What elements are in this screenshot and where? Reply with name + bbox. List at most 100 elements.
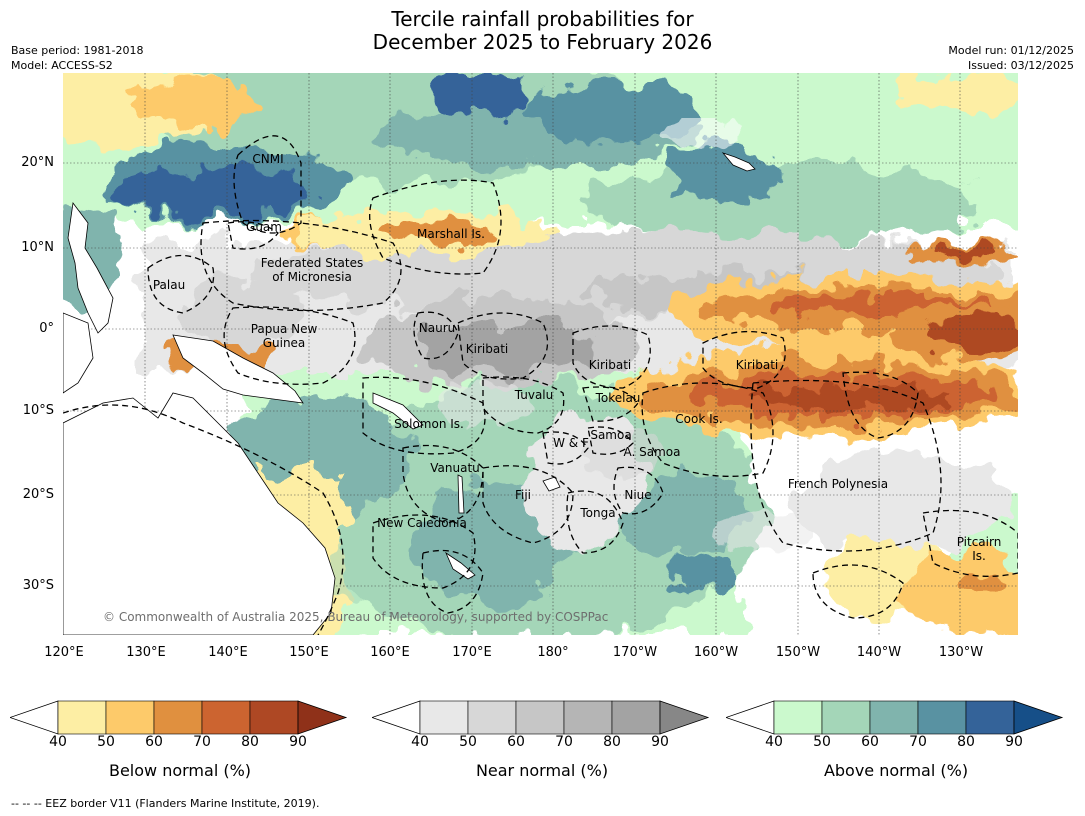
map-panel: © Commonwealth of Australia 2025, Bureau… xyxy=(63,73,1018,635)
colorbar-swatch xyxy=(467,700,517,735)
region-label-tonga: Tonga xyxy=(580,506,616,520)
lat-label-30s: 30°S xyxy=(22,578,54,593)
region-label-kiribati-central: Kiribati xyxy=(588,358,632,372)
colorbar-near-normal: 40 50 60 70 80 90 Near normal (%) xyxy=(372,700,712,800)
new-caledonia-land xyxy=(445,551,476,580)
colorbar-tick-label: 60 xyxy=(861,734,879,750)
eez-nz-north xyxy=(421,549,484,614)
lon-label-160e: 160°E xyxy=(370,645,410,660)
region-label-marshall: Marshall Is. xyxy=(417,227,485,241)
colorbar-above-swatches xyxy=(726,700,1064,735)
colorbar-under-triangle xyxy=(726,700,775,735)
region-label-niue: Niue xyxy=(624,488,652,502)
model-text: Model: ACCESS-S2 xyxy=(11,59,113,72)
region-label-solomon: Solomon Is. xyxy=(394,417,464,431)
colorbar-tick-label: 90 xyxy=(1005,734,1023,750)
vanuatu-land xyxy=(457,474,465,514)
colorbar-tick-label: 70 xyxy=(555,734,573,750)
region-label-palau: Palau xyxy=(152,278,186,292)
eez-vanuatu xyxy=(402,444,484,524)
region-label-american-samoa: A. Samoa xyxy=(623,445,681,459)
region-label-wallis-futuna: W & F xyxy=(553,436,589,450)
eez-kiribati-w xyxy=(457,312,549,380)
colorbar-swatch xyxy=(515,700,565,735)
philippines-land xyxy=(67,201,114,334)
lon-label-130e: 130°E xyxy=(126,645,166,660)
region-label-pitcairn-line2: Is. xyxy=(972,549,986,563)
lat-label-10s: 10°S xyxy=(22,403,54,418)
colorbar-below-ticks: 40 50 60 70 80 90 xyxy=(10,734,350,752)
region-label-new-caledonia: New Caledonia xyxy=(377,516,467,530)
meta-left: Base period: 1981-2018 Model: ACCESS-S2 xyxy=(11,43,143,73)
eez-footnote: -- -- -- EEZ border V11 (Flanders Marine… xyxy=(11,797,320,810)
lon-label-180: 180° xyxy=(537,645,569,660)
hawaii-land xyxy=(721,152,756,172)
lon-label-160w: 160°W xyxy=(693,645,739,660)
colorbar-swatch xyxy=(869,700,919,735)
lat-label-0: 0° xyxy=(39,321,54,336)
colorbar-tick-label: 80 xyxy=(603,734,621,750)
eez-fp-east xyxy=(842,371,919,439)
base-period-text: Base period: 1981-2018 xyxy=(11,44,144,57)
eez-fp xyxy=(750,379,942,552)
copyright-text: © Commonwealth of Australia 2025, Bureau… xyxy=(103,610,608,624)
colorbar-swatch xyxy=(249,700,299,735)
colorbar-above-ticks: 40 50 60 70 80 90 xyxy=(726,734,1066,752)
colorbar-tick-label: 70 xyxy=(193,734,211,750)
region-label-kiribati-east: Kiribati xyxy=(735,358,779,372)
region-label-guam: Guam xyxy=(246,220,282,234)
eez-pitcairn xyxy=(922,509,1018,577)
fiji-land xyxy=(542,476,561,492)
colorbar-swatch xyxy=(105,700,155,735)
colorbar-tick-label: 90 xyxy=(651,734,669,750)
colorbar-tick-label: 70 xyxy=(909,734,927,750)
colorbar-tick-label: 40 xyxy=(49,734,67,750)
lon-label-150e: 150°E xyxy=(289,645,329,660)
region-label-pitcairn-line1: Pitcairn xyxy=(956,535,1002,549)
eez-pacific-sw xyxy=(812,564,904,619)
borneo-land xyxy=(63,312,94,394)
colorbar-over-triangle xyxy=(659,700,710,735)
eez-solomon xyxy=(362,376,486,455)
colorbar-under-triangle xyxy=(10,700,59,735)
colorbar-over-triangle xyxy=(1013,700,1064,735)
colorbar-tick-label: 50 xyxy=(97,734,115,750)
eez-nauru xyxy=(413,311,459,360)
colorbar-swatch xyxy=(611,700,661,735)
colorbar-tick-label: 40 xyxy=(411,734,429,750)
region-label-kiribati-west: Kiribati xyxy=(465,342,509,356)
model-run-text: Model run: 01/12/2025 xyxy=(948,44,1074,57)
colorbar-above-title: Above normal (%) xyxy=(823,761,969,780)
new-guinea-land xyxy=(172,334,304,404)
region-label-cnmi: CNMI xyxy=(252,152,284,166)
eez-marshall xyxy=(369,179,502,275)
colorbar-tick-label: 90 xyxy=(289,734,307,750)
eez-cook xyxy=(641,382,774,477)
eez-fsm xyxy=(200,219,402,312)
eez-samoa xyxy=(587,426,634,455)
eez-tonga xyxy=(566,490,624,554)
lon-label-150w: 150°W xyxy=(775,645,821,660)
eez-new-caledonia xyxy=(372,514,476,589)
eez-borders xyxy=(63,135,1018,635)
lon-label-130w: 130°W xyxy=(938,645,984,660)
colorbar-tick-label: 40 xyxy=(765,734,783,750)
eez-kiribati-c xyxy=(572,325,651,389)
colorbar-tick-label: 60 xyxy=(507,734,525,750)
lat-label-20s: 20°S xyxy=(22,487,54,502)
colorbar-swatch xyxy=(563,700,613,735)
eez-niue xyxy=(613,466,664,515)
landmasses xyxy=(63,152,756,635)
region-label-tuvalu: Tuvalu xyxy=(514,388,554,402)
lon-label-120e: 120°E xyxy=(44,645,84,660)
colorbar-tick-label: 50 xyxy=(813,734,831,750)
colorbar-near-title: Near normal (%) xyxy=(475,761,609,780)
region-label-pitcairn: Pitcairn Is. xyxy=(957,535,1002,563)
region-label-png-line1: Papua New xyxy=(250,322,318,336)
region-label-fsm-line1: Federated States xyxy=(260,256,364,270)
colorbar-below-swatches xyxy=(10,700,348,735)
eez-tuvalu xyxy=(482,376,565,434)
colorbar-below-title: Below normal (%) xyxy=(108,761,252,780)
lon-label-170e: 170°E xyxy=(452,645,492,660)
region-label-fsm: Federated States of Micronesia xyxy=(261,256,363,284)
